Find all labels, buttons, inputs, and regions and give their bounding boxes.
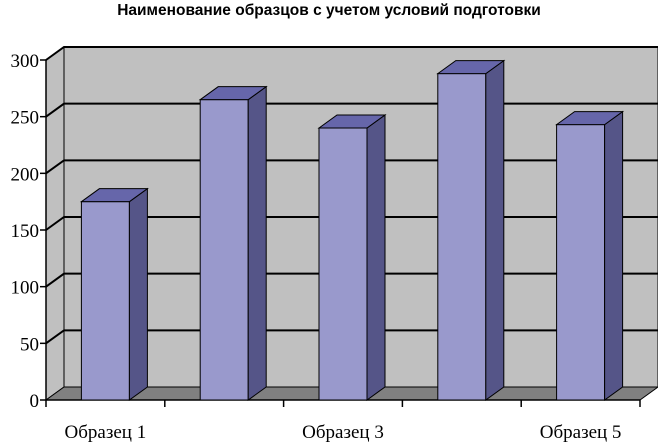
- x-tick-label: Образец 5: [540, 422, 622, 443]
- y-tick-label: 50: [20, 334, 39, 355]
- bar-side: [247, 85, 267, 401]
- bar-top: [555, 111, 625, 126]
- bar-top: [79, 188, 149, 203]
- y-tick-label: 200: [11, 164, 40, 185]
- bar: [317, 114, 387, 401]
- bar-front: [556, 124, 606, 401]
- y-tick-label: 150: [11, 221, 40, 242]
- bar-side: [128, 187, 148, 401]
- bar-side: [366, 114, 386, 401]
- gridline: [45, 46, 658, 61]
- x-axis-tick-labels: Образец 1 Образец 3 Образец 5: [65, 422, 622, 443]
- x-tick-label: Образец 1: [65, 422, 147, 443]
- bar: [198, 85, 268, 401]
- bar: [555, 110, 625, 401]
- bar: [436, 59, 506, 401]
- bar-front: [318, 127, 368, 401]
- y-tick-label: 100: [11, 278, 40, 299]
- bar-side: [485, 59, 505, 401]
- bar-side: [604, 110, 624, 401]
- bar-top: [317, 114, 387, 129]
- bar-front: [199, 99, 249, 401]
- y-tick-label: 300: [11, 51, 40, 72]
- chart-title: Наименование образцов с учетом условий п…: [117, 2, 541, 19]
- bars: [79, 59, 625, 401]
- y-tick-label: 0: [30, 391, 40, 412]
- bar-top: [436, 60, 506, 75]
- y-tick-label: 250: [11, 108, 40, 129]
- y-axis-tick-labels: 0 50 100 150 200 250 300: [11, 51, 40, 412]
- x-tick-label: Образец 3: [302, 422, 384, 443]
- bar-front: [80, 201, 130, 401]
- bar-front: [437, 73, 487, 401]
- bar-top: [198, 86, 268, 101]
- bar: [79, 187, 149, 401]
